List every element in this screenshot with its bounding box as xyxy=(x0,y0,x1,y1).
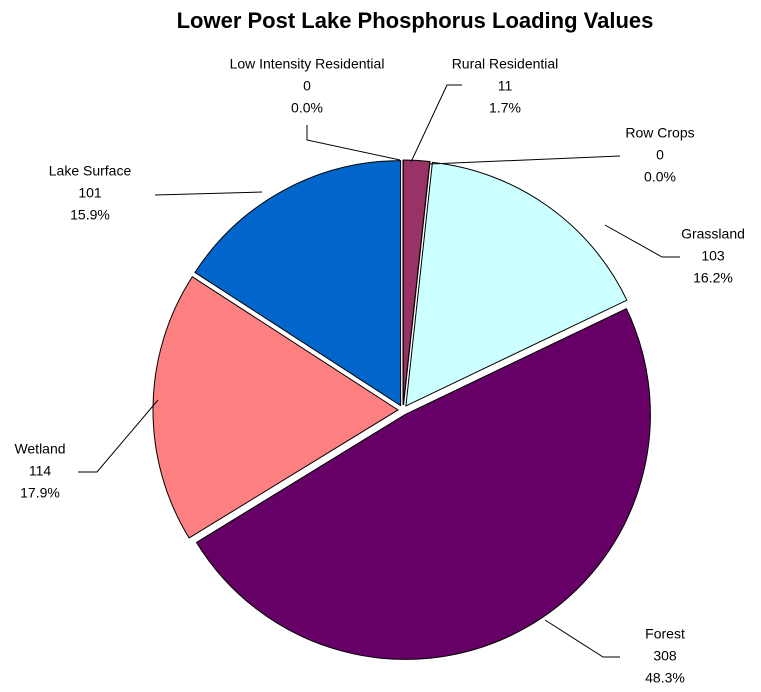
slice-label-name: Wetland xyxy=(14,441,65,457)
slice-label-percent: 48.3% xyxy=(645,670,685,686)
leader-line xyxy=(604,224,680,258)
pie-slice xyxy=(152,276,399,539)
leader-line xyxy=(154,191,263,196)
pie-slice xyxy=(405,161,628,407)
slice-label-value: 101 xyxy=(78,185,102,201)
slice-label-percent: 1.7% xyxy=(489,100,521,116)
slice-label-value: 0 xyxy=(303,78,311,94)
leader-line xyxy=(306,125,401,161)
leader-line xyxy=(429,155,621,165)
pie-slice xyxy=(195,307,651,660)
slice-label-name: Forest xyxy=(645,626,685,642)
slice-label-name: Grassland xyxy=(681,226,745,242)
slice-label-percent: 0.0% xyxy=(291,100,323,116)
slice-label-name: Low Intensity Residential xyxy=(230,56,385,72)
leader-line xyxy=(410,84,462,163)
chart-title: Lower Post Lake Phosphorus Loading Value… xyxy=(177,8,654,33)
slice-label-name: Row Crops xyxy=(625,125,694,141)
slice-label-percent: 16.2% xyxy=(693,270,733,286)
slice-label-percent: 17.9% xyxy=(20,485,60,501)
leader-line xyxy=(544,619,620,658)
slice-label-value: 114 xyxy=(29,463,52,479)
slice-label-percent: 0.0% xyxy=(644,169,676,185)
slice-label-value: 308 xyxy=(653,648,677,664)
pie-slice xyxy=(194,160,402,407)
leader-line xyxy=(78,399,159,473)
slice-label-percent: 15.9% xyxy=(70,207,110,223)
slice-label-value: 0 xyxy=(656,147,664,163)
slice-label-name: Lake Surface xyxy=(49,163,132,179)
slice-label-name: Rural Residential xyxy=(452,56,559,72)
slice-label-value: 11 xyxy=(498,78,513,94)
slice-label-value: 103 xyxy=(701,248,725,264)
